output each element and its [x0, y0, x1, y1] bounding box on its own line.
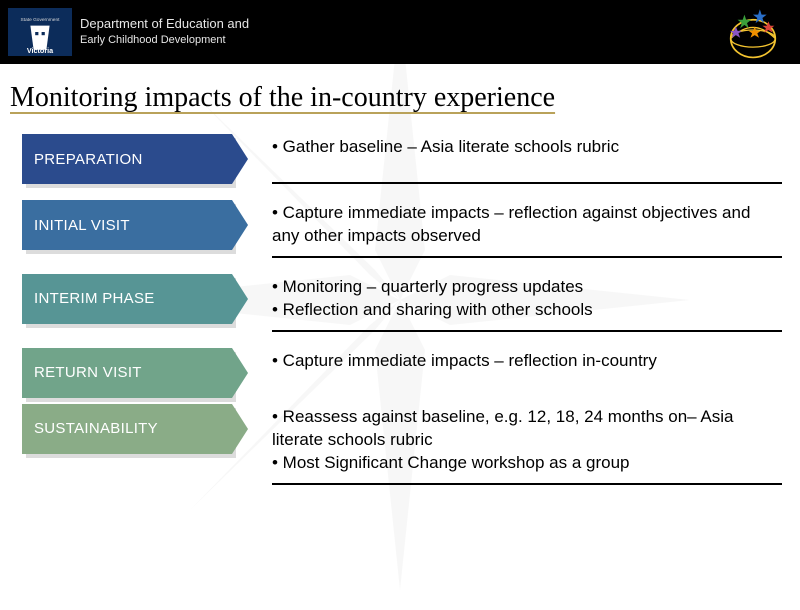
phase-row: INTERIM PHASE • Monitoring – quarterly p…: [22, 274, 782, 332]
bullet: • Most Significant Change workshop as a …: [272, 452, 782, 475]
bullet: • Reflection and sharing with other scho…: [272, 299, 782, 322]
phase-row: SUSTAINABILITY • Reassess against baseli…: [22, 404, 782, 485]
header-left: State Government Victoria Department of …: [8, 8, 249, 56]
victoria-logo: State Government Victoria: [8, 8, 72, 56]
bullet: • Gather baseline – Asia literate school…: [272, 136, 782, 159]
svg-text:Victoria: Victoria: [27, 46, 54, 55]
phase-description: • Capture immediate impacts – reflection…: [272, 200, 782, 258]
svg-text:State Government: State Government: [21, 17, 61, 23]
dept-line1: Department of Education and: [80, 16, 249, 33]
phase-pill: INITIAL VISIT: [22, 200, 232, 250]
department-name: Department of Education and Early Childh…: [80, 16, 249, 47]
phase-pill: RETURN VISIT: [22, 348, 232, 398]
phase-pill: SUSTAINABILITY: [22, 404, 232, 454]
slide-header: State Government Victoria Department of …: [0, 0, 800, 64]
phase-label: RETURN VISIT: [34, 364, 142, 381]
slide-title: Monitoring impacts of the in-country exp…: [0, 64, 800, 128]
dept-line2: Early Childhood Development: [80, 33, 249, 47]
phase-description: • Reassess against baseline, e.g. 12, 18…: [272, 404, 782, 485]
bullet: • Reassess against baseline, e.g. 12, 18…: [272, 406, 782, 452]
globe-stars-logo: [718, 6, 788, 66]
phase-label: INTERIM PHASE: [34, 290, 155, 307]
phase-label: SUSTAINABILITY: [34, 420, 158, 437]
bullet: • Capture immediate impacts – reflection…: [272, 350, 782, 373]
phase-row: INITIAL VISIT • Capture immediate impact…: [22, 200, 782, 258]
phase-pill: INTERIM PHASE: [22, 274, 232, 324]
phase-description: • Gather baseline – Asia literate school…: [272, 134, 782, 184]
phase-description: • Capture immediate impacts – reflection…: [272, 348, 782, 398]
phase-rows: PREPARATION • Gather baseline – Asia lit…: [0, 128, 800, 485]
bullet: • Capture immediate impacts – reflection…: [272, 202, 782, 248]
phase-row: PREPARATION • Gather baseline – Asia lit…: [22, 134, 782, 184]
phase-row: RETURN VISIT • Capture immediate impacts…: [22, 348, 782, 398]
phase-label: PREPARATION: [34, 151, 143, 168]
bullet: • Monitoring – quarterly progress update…: [272, 276, 782, 299]
phase-pill: PREPARATION: [22, 134, 232, 184]
phase-description: • Monitoring – quarterly progress update…: [272, 274, 782, 332]
phase-label: INITIAL VISIT: [34, 217, 130, 234]
